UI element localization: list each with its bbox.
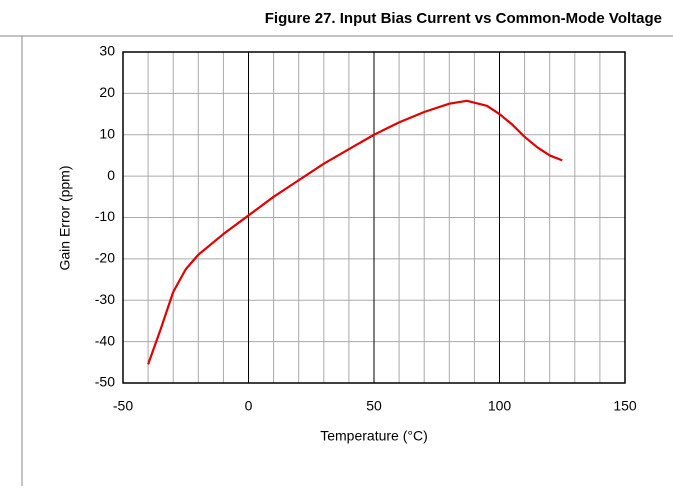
x-tick-label: 50 — [366, 398, 382, 414]
y-tick-label: 0 — [107, 167, 115, 183]
x-axis-label: Temperature (°C) — [320, 428, 428, 444]
y-tick-label: 20 — [99, 84, 115, 100]
x-tick-label: 150 — [613, 398, 637, 414]
x-tick-label: 100 — [488, 398, 512, 414]
y-tick-label: -10 — [95, 208, 115, 224]
y-tick-label: 10 — [99, 125, 115, 141]
y-tick-label: 30 — [99, 43, 115, 59]
y-tick-label: -30 — [95, 291, 115, 307]
x-tick-label: 0 — [245, 398, 253, 414]
chart-title: Figure 27. Input Bias Current vs Common-… — [265, 10, 662, 27]
plot-frame — [122, 51, 626, 384]
y-tick-label: -50 — [95, 374, 115, 390]
y-tick-label: -20 — [95, 250, 115, 266]
data-line — [147, 99, 563, 365]
x-tick-label: -50 — [113, 398, 133, 414]
y-tick-label: -40 — [95, 332, 115, 348]
y-axis-label: Gain Error (ppm) — [57, 165, 73, 270]
